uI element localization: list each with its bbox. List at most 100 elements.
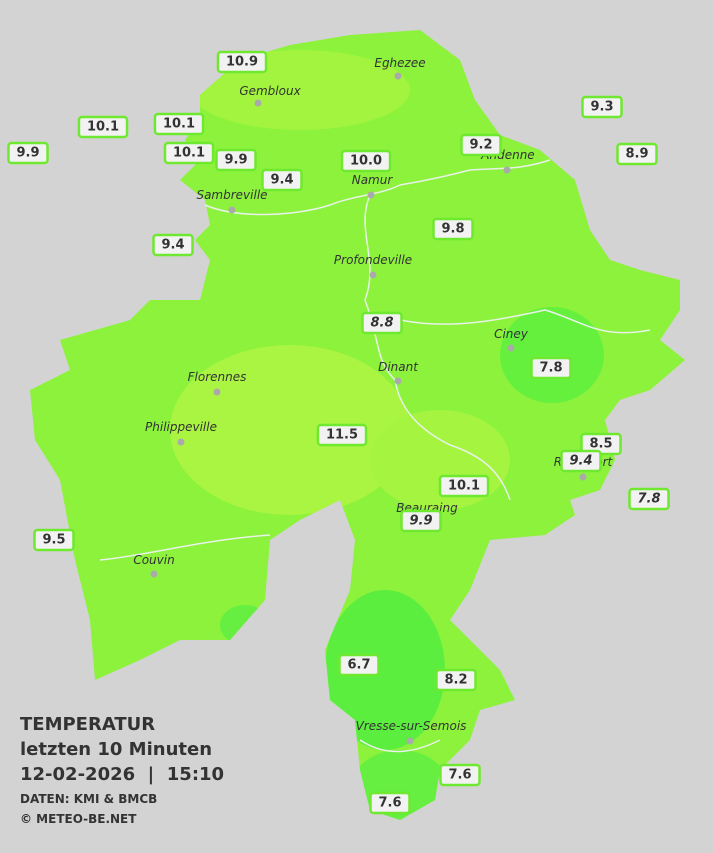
station: 9.9 [215,148,257,172]
city-dot [394,377,402,385]
cities: EghezeeGemblouxAndenneNamurSambrevillePr… [133,56,614,745]
station-box [439,763,481,787]
city-label: Ciney [494,327,529,341]
station-value: 8.9 [625,147,648,162]
station-box [581,95,623,119]
station-value: 9.8 [441,222,464,237]
city-label: Couvin [133,553,174,567]
station-value: 8.2 [444,673,467,688]
station-value: 7.6 [378,796,401,811]
station-box [460,133,502,157]
station: 6.7 [338,653,380,677]
station-box [361,311,403,335]
city-label: Vresse-sur-Semois [356,719,467,733]
station-box [369,791,411,815]
river [99,534,271,561]
station-value: 9.9 [409,514,432,529]
station: 7.8 [628,487,670,511]
station-value: 9.4 [161,238,184,253]
station-value: 10.9 [226,55,258,70]
station-box [338,653,380,677]
station-value: 9.9 [16,146,39,161]
station-value: 10.1 [163,117,195,132]
station-value: 7.6 [448,768,471,783]
city-label: Gembloux [239,84,301,98]
stations: 10.9 10.1 10.1 10.1 9.9 9.9 9.4 10.0 9.2 9.3 8.9 9.… [7,50,670,815]
station-box [7,141,49,165]
river [359,739,441,753]
station-value: 10.1 [448,479,480,494]
info-datetime: 12-02-2026 | 15:10 [20,764,224,785]
city-label: Eghezee [374,56,425,70]
info-title: TEMPERATUR [20,714,155,735]
info-source: DATEN: KMI & BMCB [20,792,157,806]
city-dot [150,570,158,578]
station-value: 9.9 [224,153,247,168]
river [399,309,651,334]
station: 9.4 [152,233,194,257]
zone [500,307,604,403]
station: 10.1 [438,474,490,498]
city-dot [394,72,402,80]
station-value: 9.5 [42,533,65,548]
station: 9.9 [7,141,49,165]
zone [325,590,445,750]
city-dot [228,206,236,214]
station: 8.5 [580,432,622,456]
city-dot [367,191,375,199]
station: 8.9 [616,142,658,166]
station: 9.9 [400,509,442,533]
city-dot [213,388,221,396]
station-value: 10.0 [350,154,382,169]
station: 9.8 [432,217,474,241]
station-value: 9.4 [270,173,293,188]
station-box [153,112,205,136]
station-value: 11.5 [326,428,358,443]
station-value: 9.3 [590,100,613,115]
station: 9.4 [261,168,303,192]
city-dot [177,438,185,446]
station: 10.1 [163,141,215,165]
station-box [340,149,392,173]
station: 10.1 [153,112,205,136]
station-box [616,142,658,166]
station-value: 10.1 [87,120,119,135]
city-label: Namur [352,173,394,187]
station-value: 7.8 [637,492,660,507]
station-value: 10.1 [173,146,205,161]
station: 8.2 [435,668,477,692]
info-block: TEMPERATUR letzten 10 Minuten 12-02-2026… [20,714,224,826]
info-period: letzten 10 Minuten [20,739,212,760]
station-box [152,233,194,257]
station-box [163,141,215,165]
station-box [560,449,602,473]
zone [170,345,410,515]
station-box [216,50,268,74]
station-value: 8.5 [589,437,612,452]
station-value: 9.4 [569,454,592,469]
city-label: Dinant [378,360,419,374]
station-box [530,356,572,380]
station: 11.5 [316,423,368,447]
station: 10.0 [340,149,392,173]
station-box [400,509,442,533]
station-value: 9.2 [469,138,492,153]
station-value: 7.8 [539,361,562,376]
station-box [215,148,257,172]
station: 8.8 [361,311,403,335]
station-box [628,487,670,511]
station: 7.6 [439,763,481,787]
city-dot [579,473,587,481]
info-copyright: © METEO-BE.NET [20,812,137,826]
station: 7.6 [369,791,411,815]
station-box [435,668,477,692]
station-value: 8.8 [370,316,393,331]
station-box [261,168,303,192]
station: 10.9 [216,50,268,74]
city-dot [254,99,262,107]
city-dot [507,344,515,352]
station-value: 6.7 [347,658,370,673]
station: 9.2 [460,133,502,157]
station: 10.1 [77,115,129,139]
